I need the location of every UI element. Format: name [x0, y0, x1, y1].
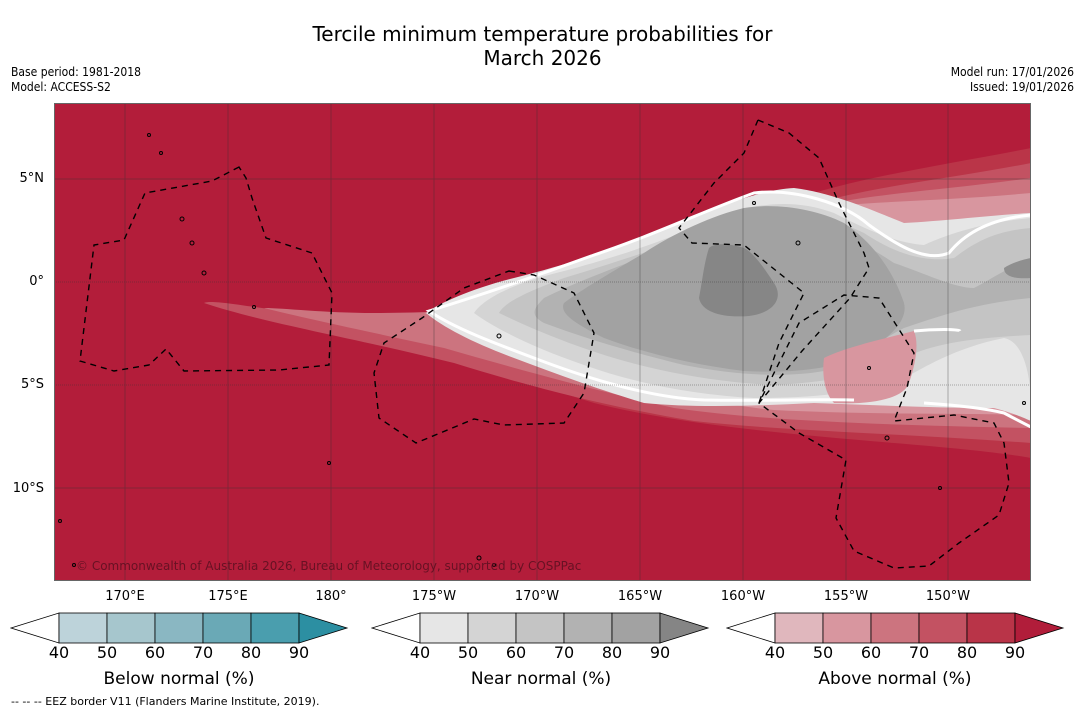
- near-normal-90-region: [699, 244, 778, 317]
- lon-label-170w: 170°W: [514, 589, 560, 604]
- near-normal-90-region-east: [1004, 258, 1031, 279]
- colorbar-swatch-50: [822, 612, 872, 644]
- colorbar-min-extension: [726, 612, 776, 644]
- grid-lines: [54, 103, 1031, 581]
- lon-label-175w: 175°W: [411, 589, 457, 604]
- above-normal-swatches: [726, 612, 1065, 644]
- below-tick-80: 80: [240, 643, 262, 662]
- colorbar-near-normal: [371, 612, 710, 644]
- colorbar-swatch-40: [419, 612, 469, 644]
- colorbar-swatch-60: [870, 612, 920, 644]
- below-tick-70: 70: [192, 643, 214, 662]
- model-info: Base period: 1981-2018 Model: ACCESS-S2: [11, 65, 141, 95]
- above-tick-70: 70: [908, 643, 930, 662]
- colorbar-swatch-70: [202, 612, 252, 644]
- model-name: Model: ACCESS-S2: [11, 80, 111, 94]
- colorbar-swatch-80: [250, 612, 300, 644]
- colorbar-swatch-40: [58, 612, 108, 644]
- title-line-2: March 2026: [483, 46, 602, 70]
- below-tick-60: 60: [144, 643, 166, 662]
- lon-label-150w: 150°W: [925, 589, 971, 604]
- near-tick-60: 60: [505, 643, 527, 662]
- colorbar-swatch-80: [966, 612, 1016, 644]
- copyright-notice: © Commonwealth of Australia 2026, Bureau…: [76, 559, 581, 573]
- lon-label-175e: 175°E: [208, 589, 248, 604]
- near-tick-70: 70: [553, 643, 575, 662]
- lat-label-5s: 5°S: [20, 377, 44, 392]
- below-normal-swatches: [10, 612, 349, 644]
- eez-footnote: -- -- -- EEZ border V11 (Flanders Marine…: [11, 695, 320, 708]
- colorbar-min-extension: [371, 612, 421, 644]
- colorbar-min-extension: [10, 612, 60, 644]
- colorbar-max-extension: [298, 612, 349, 644]
- near-tick-50: 50: [457, 643, 479, 662]
- colorbar-swatch-50: [106, 612, 156, 644]
- colorbar-swatch-60: [515, 612, 565, 644]
- below-normal-label: Below normal (%): [103, 669, 255, 689]
- above-tick-40: 40: [764, 643, 786, 662]
- model-run-date: Model run: 17/01/2026: [950, 65, 1074, 79]
- below-tick-40: 40: [48, 643, 70, 662]
- colorbar-swatch-70: [918, 612, 968, 644]
- near-tick-40: 40: [409, 643, 431, 662]
- above-tick-90: 90: [1004, 643, 1026, 662]
- near-tick-90: 90: [649, 643, 671, 662]
- lon-label-170e: 170°E: [105, 589, 145, 604]
- fifty-percent-white-contour: [425, 190, 1031, 429]
- near-tick-80: 80: [601, 643, 623, 662]
- base-period: Base period: 1981-2018: [11, 65, 142, 79]
- lat-label-10s: 10°S: [12, 481, 44, 496]
- colorbar-below-normal: [10, 612, 349, 644]
- colorbar-max-extension: [1014, 612, 1065, 644]
- near-normal-swatches: [371, 612, 710, 644]
- colorbar-swatch-70: [563, 612, 613, 644]
- colorbar-swatch-50: [467, 612, 517, 644]
- above-normal-label: Above normal (%): [818, 669, 972, 689]
- lon-label-165w: 165°W: [617, 589, 663, 604]
- title-line-1: Tercile minimum temperature probabilitie…: [312, 22, 773, 46]
- lat-label-5n: 5°N: [19, 171, 45, 186]
- colorbar-max-extension: [659, 612, 710, 644]
- probability-map: © Commonwealth of Australia 2026, Bureau…: [54, 103, 1031, 581]
- above-tick-50: 50: [812, 643, 834, 662]
- map-title: Tercile minimum temperature probabilitie…: [0, 22, 1085, 70]
- lon-label-155w: 155°W: [823, 589, 869, 604]
- issued-date: Issued: 19/01/2026: [969, 80, 1074, 94]
- above-tick-60: 60: [860, 643, 882, 662]
- colorbar-swatch-40: [774, 612, 824, 644]
- run-info: Model run: 17/01/2026 Issued: 19/01/2026: [951, 65, 1074, 95]
- eez-borders: [79, 119, 1010, 569]
- colorbar-above-normal: [726, 612, 1065, 644]
- below-tick-90: 90: [288, 643, 310, 662]
- above-tick-80: 80: [956, 643, 978, 662]
- lon-label-180: 180°: [315, 589, 347, 604]
- colorbar-swatch-60: [154, 612, 204, 644]
- below-tick-50: 50: [96, 643, 118, 662]
- lat-label-0: 0°: [29, 274, 44, 289]
- islands: [58, 133, 1026, 567]
- lon-label-160w: 160°W: [720, 589, 766, 604]
- near-normal-label: Near normal (%): [470, 669, 612, 689]
- colorbar-swatch-80: [611, 612, 661, 644]
